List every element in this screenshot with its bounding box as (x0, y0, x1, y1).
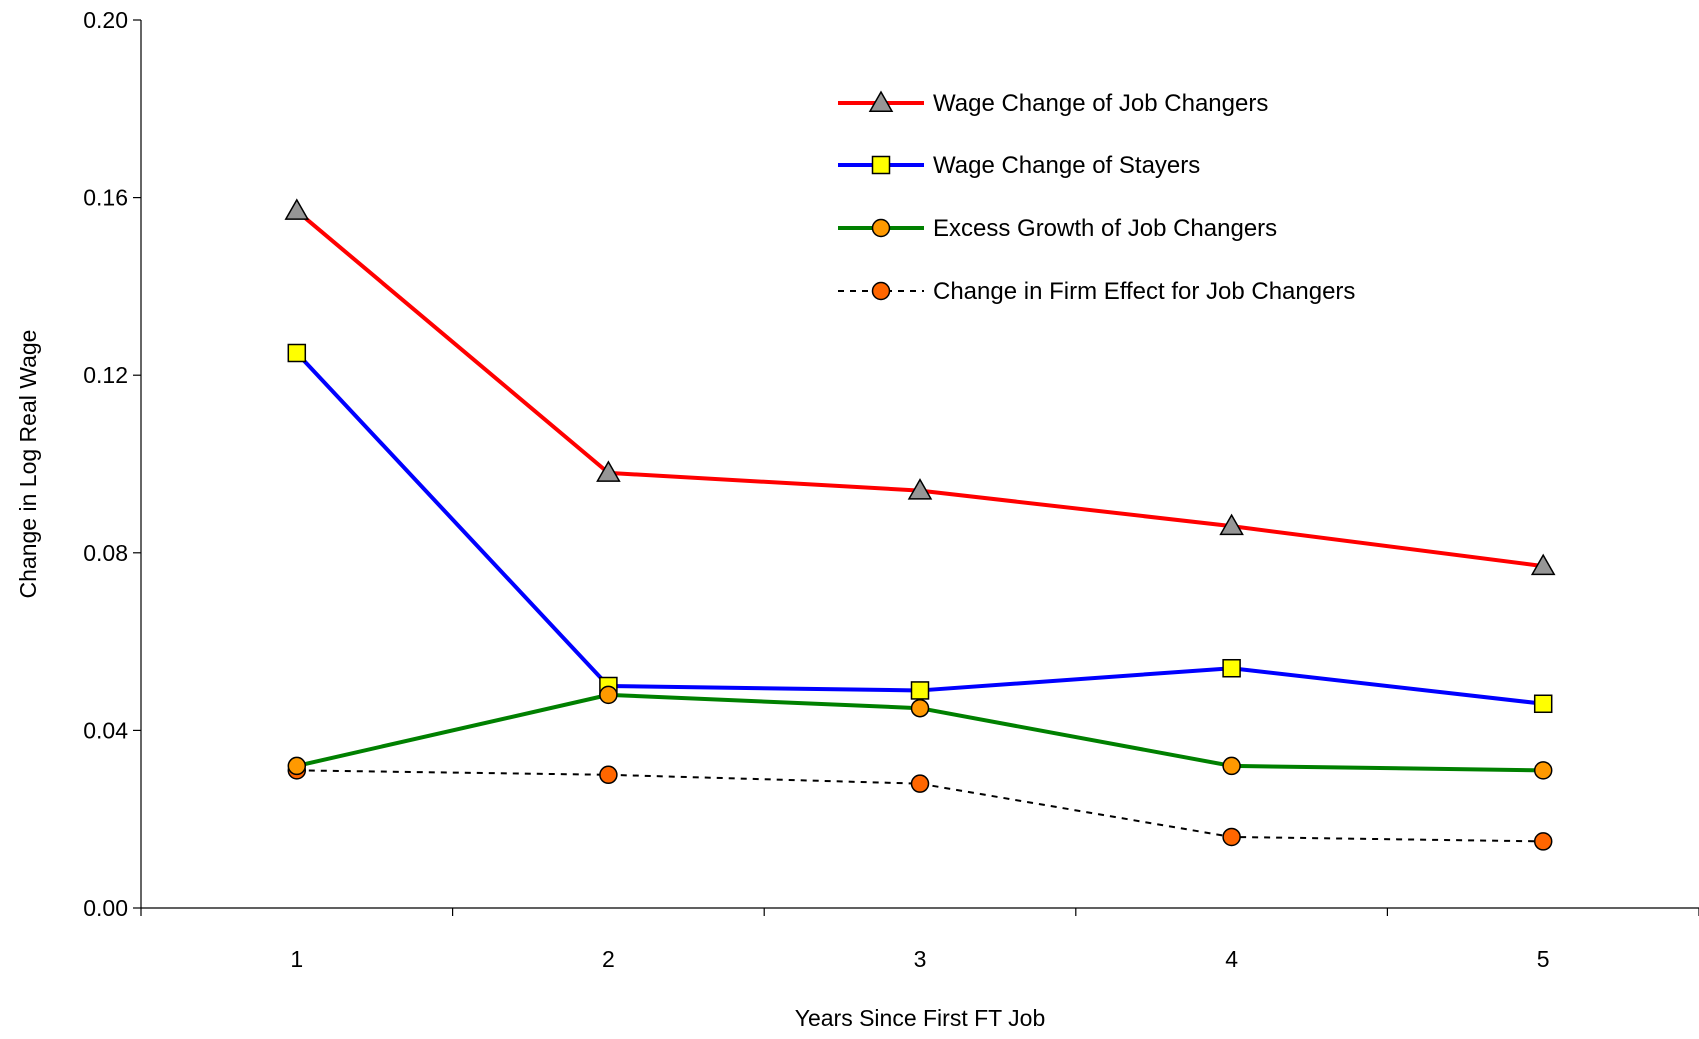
data-point (910, 681, 930, 700)
data-point (1533, 761, 1553, 780)
data-point (910, 774, 930, 793)
legend-item: Wage Change of Stayers (838, 152, 1200, 179)
series-3 (287, 685, 1553, 780)
data-point (599, 765, 618, 785)
legend-marker (871, 155, 891, 175)
series-line (296, 769, 1544, 843)
data-point (1533, 694, 1553, 714)
legend-item: Change in Firm Effect for Job Changers (838, 278, 1355, 305)
legend-label: Wage Change of Job Changers (933, 90, 1268, 117)
x-tick-label: 4 (1225, 946, 1238, 972)
series-1 (284, 198, 1556, 576)
data-point (599, 685, 618, 705)
y-tick-label: 0.04 (83, 717, 128, 743)
legend-label: Wage Change of Stayers (933, 152, 1200, 179)
data-point (284, 198, 310, 220)
series-2 (287, 343, 1553, 714)
data-point (1222, 827, 1241, 847)
axes (140, 20, 1699, 909)
data-point (1222, 756, 1241, 776)
series-line (295, 209, 1544, 569)
legend-marker (871, 218, 891, 238)
data-point (1219, 513, 1244, 536)
y-tick-label: 0.16 (83, 185, 128, 211)
x-tick-label: 3 (914, 946, 927, 972)
y-tick-label: 0.08 (83, 540, 128, 566)
data-point (287, 756, 307, 776)
data-point (287, 343, 307, 363)
data-point (1533, 832, 1553, 851)
legend-item: Wage Change of Job Changers (838, 90, 1268, 117)
x-axis-title: Years Since First FT Job (795, 1005, 1046, 1031)
legend-label: Change in Firm Effect for Job Changers (933, 278, 1355, 305)
y-tick-label: 0.12 (83, 362, 128, 388)
data-point (1222, 658, 1241, 678)
legend-item: Excess Growth of Job Changers (838, 215, 1277, 242)
legend-label: Excess Growth of Job Changers (933, 215, 1277, 242)
series-layer (284, 198, 1556, 851)
data-point (1530, 553, 1556, 576)
legend-marker (871, 281, 891, 301)
legend-marker (868, 90, 894, 112)
y-tick-label: 0.00 (83, 895, 128, 921)
y-axis-title: Change in Log Real Wage (15, 330, 41, 599)
legend: Wage Change of Job Changers Wage Change o… (838, 90, 1355, 305)
data-point (910, 698, 930, 718)
data-point (907, 478, 933, 500)
x-tick-label: 1 (290, 946, 303, 972)
data-point (596, 460, 621, 482)
tick-marks: 0.00 0.04 0.08 0.12 0.16 0.20 1 2 3 4 5 (83, 7, 1699, 972)
series-4 (287, 761, 1553, 851)
y-tick-label: 0.20 (83, 7, 128, 33)
series-line (295, 351, 1544, 706)
x-tick-label: 2 (602, 946, 615, 972)
x-tick-label: 5 (1537, 946, 1550, 972)
